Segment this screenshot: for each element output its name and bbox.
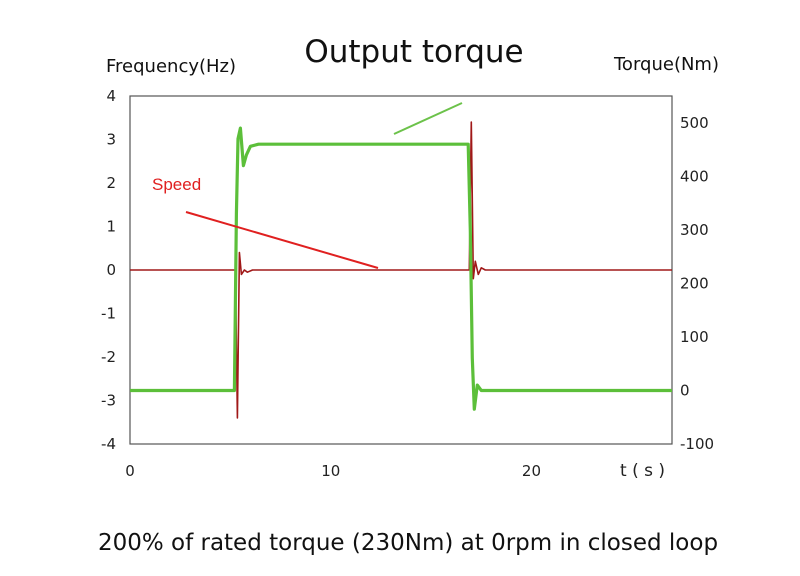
- x-axis-label: t ( s ): [620, 461, 665, 481]
- right-tick-label: 400: [680, 167, 709, 185]
- torque-annotation-pointer: [393, 102, 463, 135]
- left-tick-label: 3: [106, 131, 116, 149]
- right-tick-label: 100: [680, 328, 709, 346]
- speed-annotation: Speed: [152, 175, 201, 194]
- left-axis-label: Frequency(Hz): [106, 56, 236, 77]
- x-tick-label: 0: [125, 462, 135, 480]
- right-tick-label: -100: [680, 435, 714, 453]
- left-tick-label: 2: [106, 174, 116, 192]
- left-tick-label: -4: [101, 435, 116, 453]
- frequency-series-line: [130, 121, 672, 419]
- x-tick-label: 20: [522, 462, 541, 480]
- right-tick-label: 200: [680, 274, 709, 292]
- speed-annotation-pointer: [185, 211, 379, 269]
- x-tick-label: 10: [321, 462, 340, 480]
- left-tick-label: -2: [101, 348, 116, 366]
- left-tick-label: 1: [106, 218, 116, 236]
- left-tick-label: 4: [106, 87, 116, 105]
- left-tick-label: -1: [101, 305, 116, 323]
- right-tick-label: 500: [680, 114, 709, 132]
- left-tick-label: 0: [106, 261, 116, 279]
- right-tick-label: 0: [680, 381, 690, 399]
- chart-caption: 200% of rated torque (230Nm) at 0rpm in …: [98, 530, 718, 556]
- torque-series-line: [130, 126, 672, 411]
- right-axis-label: Torque(Nm): [613, 54, 719, 75]
- left-tick-label: -3: [101, 392, 116, 410]
- chart-title: Output torque: [304, 34, 523, 70]
- series-group: [130, 121, 672, 419]
- right-tick-label: 300: [680, 221, 709, 239]
